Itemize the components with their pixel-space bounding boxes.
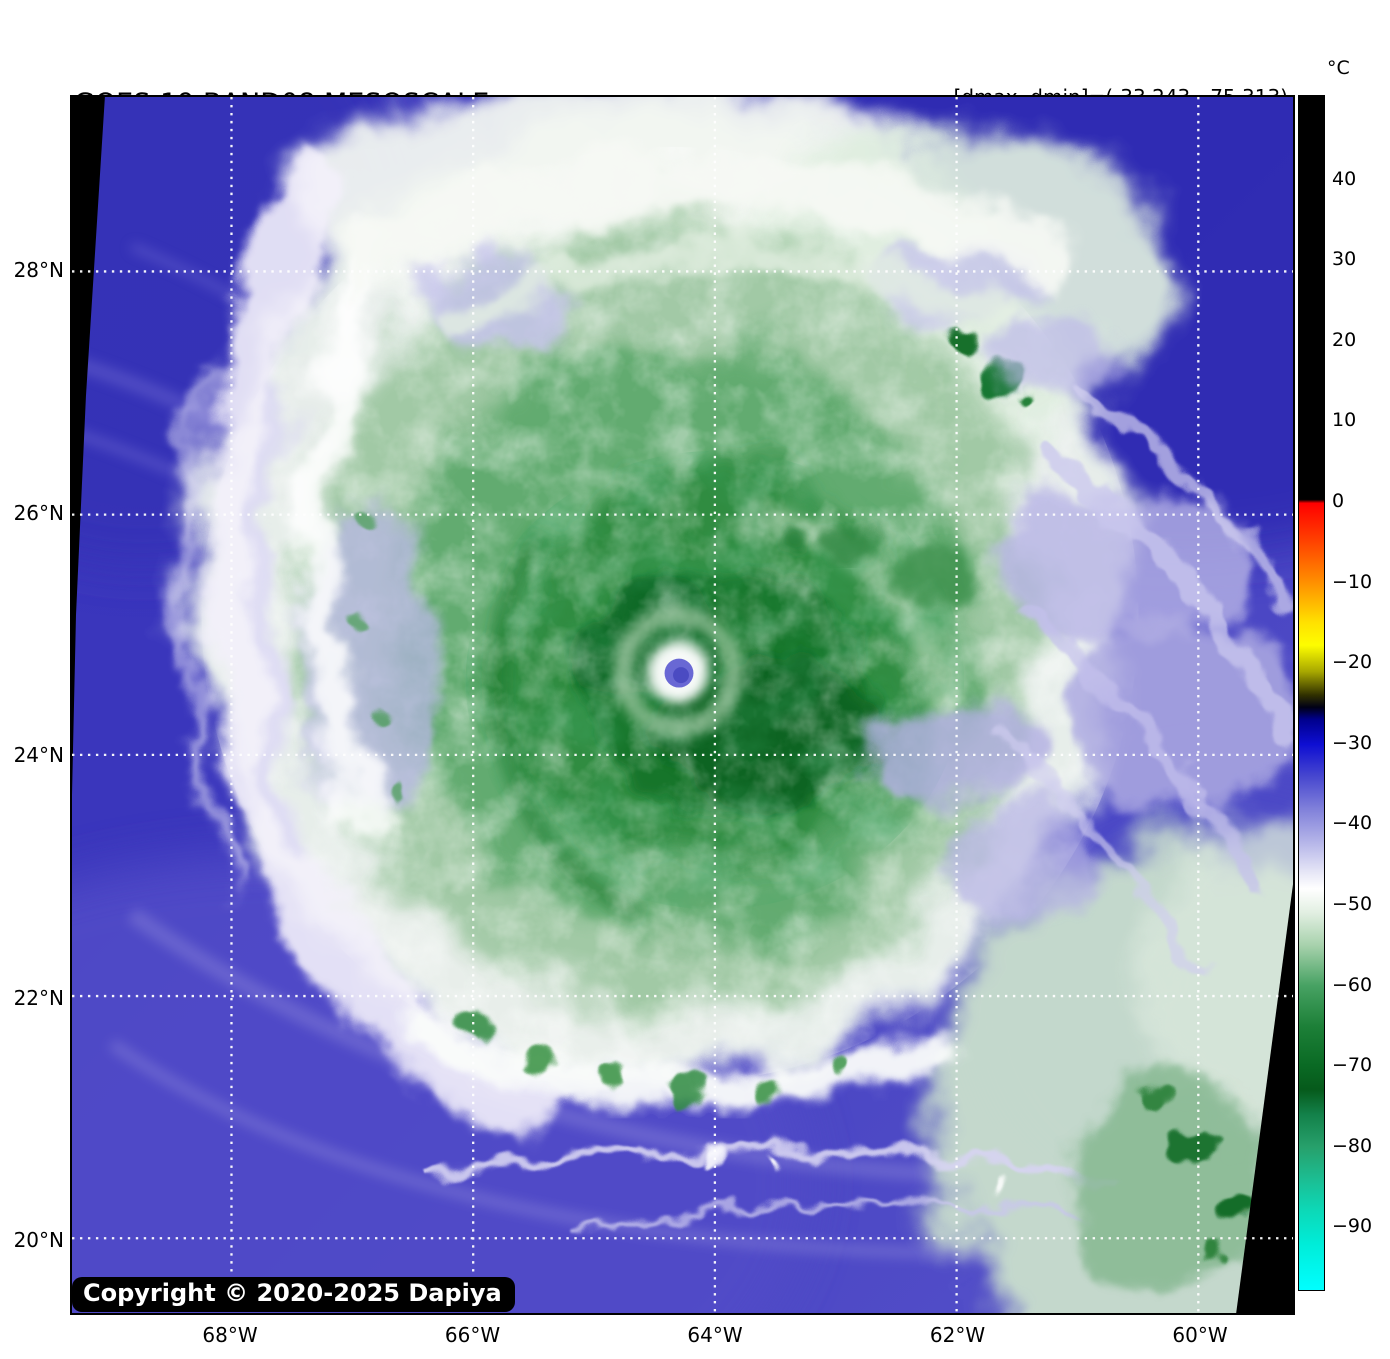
colorbar-tick-label: 30: [1332, 248, 1357, 271]
colorbar-tick-label: −30: [1332, 731, 1373, 754]
lon-tick-label: 60°W: [1172, 1323, 1228, 1347]
colorbar-tick-label: 20: [1332, 328, 1357, 351]
lon-tick-label: 66°W: [444, 1323, 501, 1347]
colorbar-tick-label: −60: [1332, 973, 1373, 996]
colorbar-gradient: [1298, 95, 1325, 1291]
convective-cells: [777, 329, 1041, 610]
south-towers: [454, 1008, 850, 1108]
satellite-map-frame: Copyright © 2020-2025 Dapiya: [70, 95, 1295, 1315]
colorbar-tick-label: 0: [1332, 490, 1345, 512]
colorbar-tick-label: 10: [1332, 409, 1357, 432]
colorbar-tick-label: −10: [1332, 570, 1373, 593]
lon-tick-label: 68°W: [202, 1323, 258, 1347]
lon-tick-label: 62°W: [929, 1323, 986, 1347]
lat-tick-label: 24°N: [13, 743, 64, 767]
bottom-filaments: [420, 1144, 1120, 1237]
satellite-image: [72, 97, 1293, 1313]
colorbar-unit-label: °C: [1327, 57, 1350, 79]
colorbar-tick-label: −40: [1332, 812, 1373, 835]
southeast-convection: [1073, 1063, 1264, 1294]
colorbar-tick-label: −70: [1332, 1054, 1373, 1077]
outflow-streaks: [992, 389, 1293, 981]
colorbar-tick-label: −90: [1332, 1215, 1373, 1238]
lat-tick-label: 28°N: [13, 258, 64, 282]
colorbar-tick-label: 40: [1332, 167, 1357, 190]
scan-edge-bottom-right: [1236, 884, 1293, 1313]
north-band: [336, 152, 1082, 340]
colorbar-tick-label: −80: [1332, 1134, 1373, 1157]
lon-tick-label: 64°W: [687, 1323, 743, 1347]
colorbar-tick-label: −20: [1332, 651, 1373, 674]
lat-tick-label: 26°N: [13, 500, 64, 525]
copyright-badge: Copyright © 2020-2025 Dapiya: [72, 1277, 515, 1312]
colorbar-tick-label: −50: [1332, 893, 1373, 915]
gridlines: [72, 97, 1293, 1313]
west-band-green-flecks: [353, 515, 409, 803]
storm-eye: [613, 607, 743, 737]
lat-tick-label: 20°N: [13, 1228, 64, 1252]
lat-tick-label: 22°N: [13, 985, 64, 1010]
